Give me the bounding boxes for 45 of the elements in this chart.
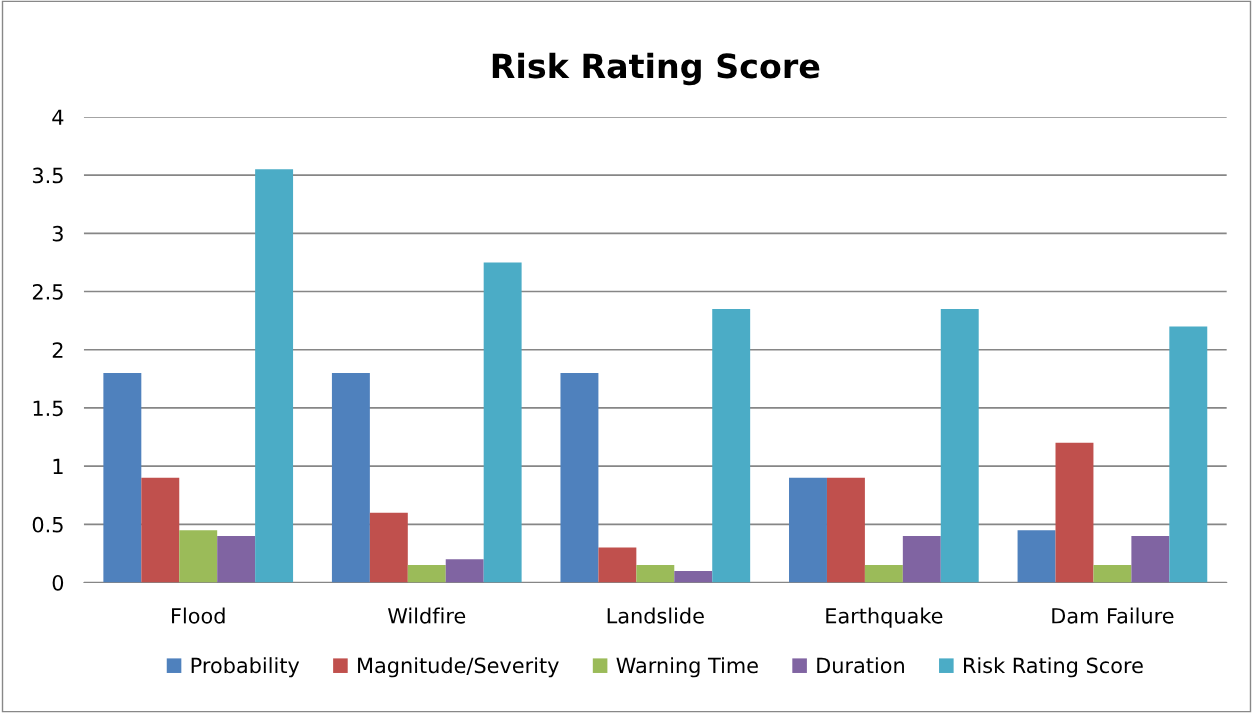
y-tick-label: 3 bbox=[52, 225, 63, 242]
x-tick-label: Landslide bbox=[607, 607, 704, 624]
bar bbox=[826, 477, 865, 583]
x-tick-label: Dam Failure bbox=[1052, 607, 1174, 624]
bar bbox=[407, 565, 446, 583]
bar bbox=[789, 477, 827, 583]
bar bbox=[636, 565, 675, 583]
bar bbox=[712, 308, 751, 583]
bar bbox=[141, 477, 180, 583]
bar bbox=[255, 169, 294, 583]
bar bbox=[1131, 535, 1170, 583]
bar bbox=[940, 308, 979, 583]
y-tick-label: 2 bbox=[52, 342, 63, 358]
bar bbox=[560, 373, 599, 583]
bar bbox=[902, 535, 941, 583]
bar bbox=[1055, 442, 1094, 583]
legend-label: Duration bbox=[817, 657, 904, 674]
y-tick-label: 1 bbox=[53, 458, 63, 475]
y-tick-label: 0 bbox=[52, 574, 64, 591]
legend-label: Probability bbox=[191, 657, 300, 678]
x-tick-label: Flood bbox=[172, 607, 225, 624]
bar bbox=[674, 570, 713, 583]
bar bbox=[331, 373, 370, 583]
bar bbox=[1093, 565, 1132, 583]
bar bbox=[103, 373, 142, 583]
x-tick-label: Earthquake bbox=[826, 607, 943, 628]
bar bbox=[217, 535, 256, 583]
legend-label: Magnitude/Severity bbox=[358, 657, 559, 678]
bar bbox=[864, 565, 903, 583]
bar bbox=[1169, 326, 1208, 583]
bar bbox=[445, 559, 484, 583]
y-tick-label: 3.5 bbox=[32, 167, 63, 184]
bar bbox=[598, 547, 637, 583]
legend-label: Warning Time bbox=[616, 657, 758, 678]
legend-label: Risk Rating Score bbox=[964, 657, 1143, 678]
y-tick-label: 4 bbox=[52, 109, 64, 125]
bar bbox=[369, 512, 408, 583]
y-tick-label: 0.5 bbox=[32, 516, 63, 533]
chart-title: Risk Rating Score bbox=[492, 52, 820, 86]
bar bbox=[1017, 530, 1056, 583]
y-tick-label: 1.5 bbox=[33, 400, 63, 417]
y-tick-label: 2.5 bbox=[32, 283, 63, 300]
bar bbox=[179, 530, 218, 583]
bar bbox=[483, 262, 522, 583]
x-tick-label: Wildfire bbox=[387, 607, 466, 624]
